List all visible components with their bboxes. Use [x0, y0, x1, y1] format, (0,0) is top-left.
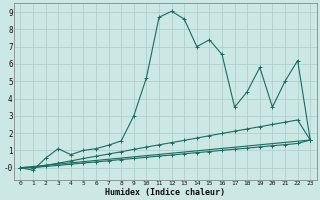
X-axis label: Humidex (Indice chaleur): Humidex (Indice chaleur) — [105, 188, 225, 197]
